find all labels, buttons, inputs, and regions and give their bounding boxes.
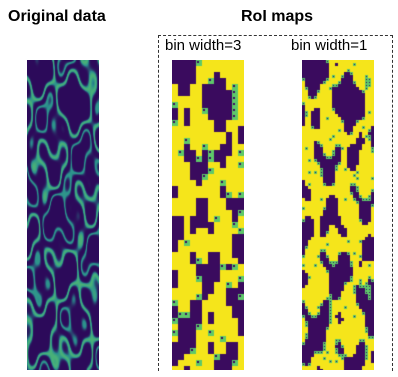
- bin-width-3-label: bin width=3: [165, 37, 242, 54]
- bin-width-1-label: bin width=1: [291, 37, 368, 54]
- roi-map-bin-width-1: [302, 60, 374, 370]
- roi-map-bin-width-3: [172, 60, 244, 370]
- original-data-heading: Original data: [8, 8, 106, 25]
- original-data-heatmap: [27, 60, 99, 370]
- roi-maps-heading: RoI maps: [241, 8, 314, 25]
- roi-maps-bounding-box: [158, 35, 393, 371]
